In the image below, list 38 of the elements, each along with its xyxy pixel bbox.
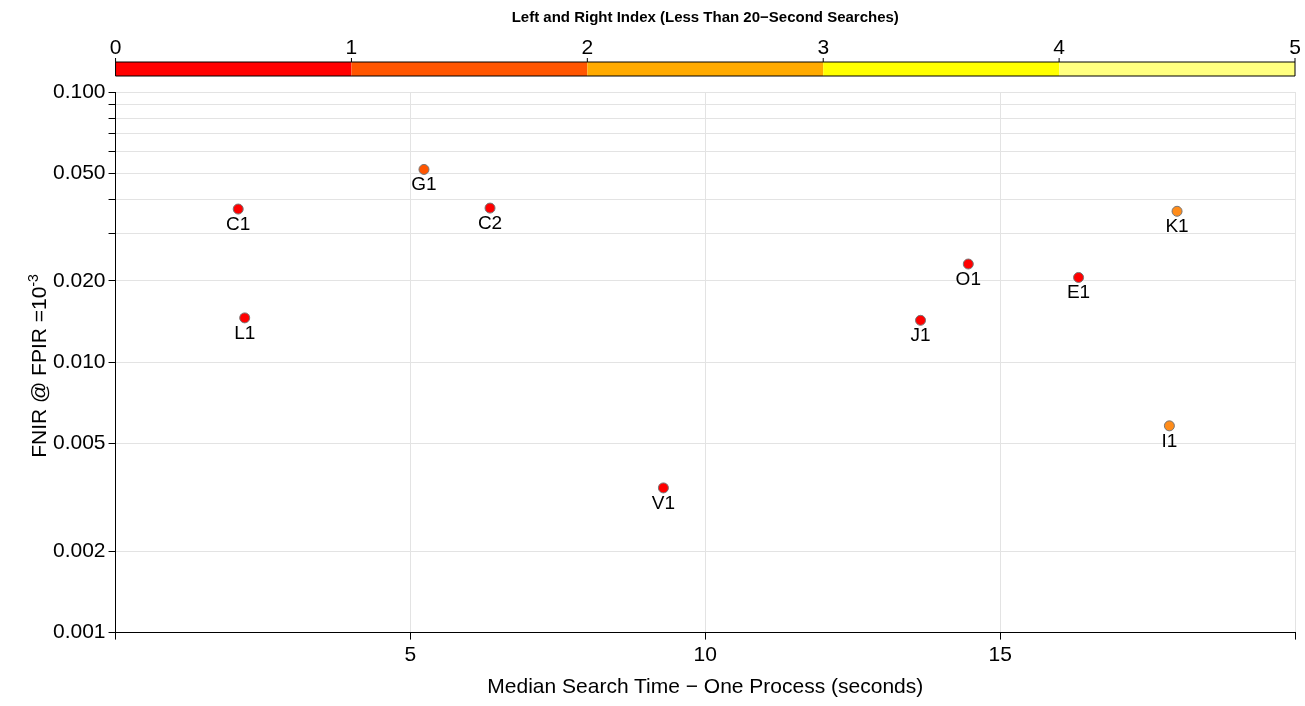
- color-bar-label: 1: [345, 35, 358, 59]
- color-bar-label: 4: [1053, 35, 1066, 59]
- y-tick-label: 0.100: [52, 78, 106, 102]
- x-tick-label: 5: [404, 642, 417, 665]
- color-bar-label: 3: [817, 35, 830, 59]
- point: [418, 163, 430, 175]
- x-axis-title: Median Search Time − One Process (seconds): [487, 674, 924, 698]
- annotation: O1: [955, 267, 981, 289]
- point: [232, 203, 244, 215]
- y-tick-label: 0.001: [52, 619, 106, 643]
- y-tick-label: 0.020: [52, 267, 106, 291]
- annotation: V1: [651, 491, 676, 513]
- y-tick-label: 0.005: [52, 430, 106, 454]
- annotation: C1: [226, 212, 251, 234]
- color-bar-title: Left and Right Index (Less Than 20−Second Searches): [511, 7, 899, 25]
- annotation: E1: [1066, 281, 1091, 303]
- x-tick-label: 10: [693, 642, 717, 665]
- point: [239, 312, 251, 324]
- annotation: C2: [477, 211, 503, 233]
- annotation: J1: [910, 324, 931, 346]
- color-bar-label: 0: [109, 35, 122, 59]
- x-tick-label: 15: [988, 642, 1012, 665]
- annotation: K1: [1165, 215, 1189, 237]
- annotation: I1: [1161, 429, 1178, 451]
- color-bar-label: 2: [581, 35, 594, 59]
- point: [657, 482, 669, 494]
- y-tick-label: 0.002: [52, 538, 106, 562]
- color-bar-label: 5: [1289, 35, 1301, 59]
- annotation: L1: [234, 321, 256, 343]
- point: [1073, 271, 1085, 283]
- point: [1171, 205, 1183, 217]
- point: [962, 258, 974, 270]
- annotation: G1: [411, 173, 437, 195]
- y-tick-label: 0.010: [52, 349, 106, 373]
- y-tick-label: 0.050: [52, 160, 106, 184]
- point: [484, 202, 496, 214]
- point: [915, 314, 927, 326]
- point: [1163, 420, 1175, 432]
